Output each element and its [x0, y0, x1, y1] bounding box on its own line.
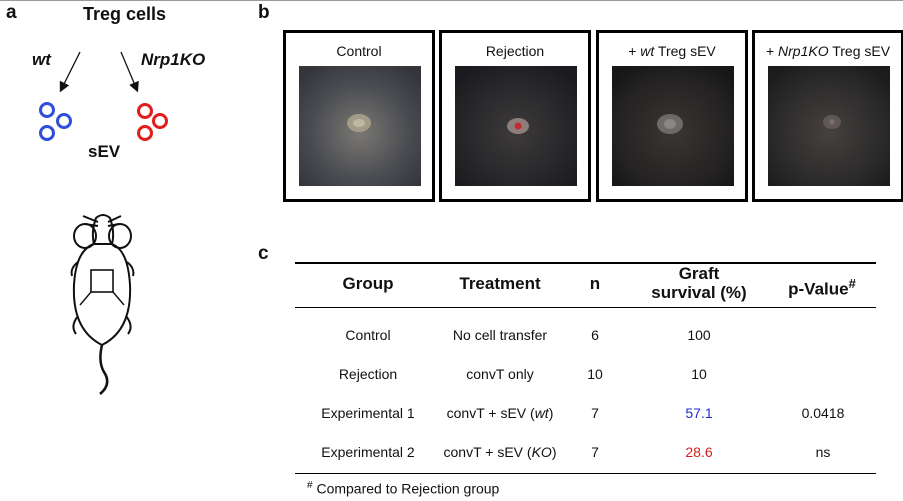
- cell-survival-wt: 57.1: [685, 405, 713, 421]
- photo-panel-control: Control: [283, 30, 435, 202]
- cell-treatment: No cell transfer: [430, 327, 570, 343]
- wt-sev-circles: [39, 102, 72, 141]
- cell-group: Experimental 1: [321, 405, 415, 421]
- cell-survival-ko: 28.6: [685, 444, 713, 460]
- schematic-drawing: [39, 51, 168, 395]
- footnote-text: Compared to Rejection group: [312, 480, 500, 497]
- cell-treatment: convT + sEV (wt): [430, 405, 570, 421]
- cell-n: 7: [591, 444, 599, 460]
- header-pvalue-sup: #: [848, 276, 856, 291]
- cell-n: 10: [587, 366, 603, 382]
- panel-label-c: c: [258, 243, 269, 264]
- sev-label: sEV: [88, 142, 121, 161]
- header-graft-line1: Graft: [678, 264, 720, 283]
- graft-photo-control: [299, 66, 421, 186]
- treatment-italic: wt: [534, 405, 549, 421]
- photo-panel-rejection: Rejection: [439, 30, 591, 202]
- cell-survival: 100: [687, 327, 711, 343]
- panel-label-b: b: [258, 2, 270, 23]
- panel-label-a: a: [6, 2, 17, 23]
- graft-photo-nrp1ko-treg-sev: [768, 66, 890, 186]
- graft-photo-wt-treg-sev: [612, 66, 734, 186]
- header-group: Group: [342, 274, 394, 293]
- treatment-end: ): [551, 444, 557, 460]
- table-footnote: # Compared to Rejection group: [307, 480, 499, 497]
- nrp1ko-label: Nrp1KO: [141, 50, 206, 69]
- cell-survival: 10: [691, 366, 707, 382]
- cell-pvalue: 0.0418: [801, 405, 845, 421]
- photo-title-prefix: +: [628, 43, 641, 59]
- header-graft-line2: survival (%): [651, 283, 747, 302]
- wt-label: wt: [32, 50, 51, 69]
- treatment-text: convT only: [466, 366, 534, 382]
- cell-treatment: convT only: [430, 366, 570, 382]
- photo-title-suffix: Treg sEV: [828, 43, 891, 59]
- footnote-mark: #: [307, 480, 313, 491]
- cell-pvalue: ns: [815, 444, 831, 460]
- header-pvalue: p-Value#: [768, 274, 876, 299]
- photo-title-nrp1ko-treg-sev: + Nrp1KO Treg sEV: [755, 43, 901, 59]
- cell-n: 6: [591, 327, 599, 343]
- treatment-text: convT + sEV (: [446, 405, 535, 421]
- table-bottom-rule: [295, 473, 876, 474]
- cell-group: Control: [345, 327, 391, 343]
- photo-title-prefix: +: [765, 43, 779, 59]
- cell-group: Rejection: [338, 366, 398, 382]
- photo-panel-nrp1ko-treg-sev: + Nrp1KO Treg sEV: [752, 30, 903, 202]
- ko-sev-circles: [137, 103, 168, 141]
- cell-treatment: convT + sEV (KO): [430, 444, 570, 460]
- arrow-to-ko: [120, 51, 139, 93]
- cell-group: Experimental 2: [321, 444, 415, 460]
- table-top-rule: [295, 262, 876, 264]
- header-treatment: Treatment: [459, 274, 541, 293]
- photo-title-suffix: Treg sEV: [654, 43, 716, 59]
- photo-title-italic: Nrp1KO: [778, 43, 829, 59]
- table-header-rule: [295, 307, 876, 308]
- graft-photo-rejection: [455, 66, 577, 186]
- header-n: n: [589, 274, 601, 293]
- treg-cells-title: Treg cells: [83, 4, 167, 24]
- photo-title-control: Control: [336, 43, 382, 59]
- treatment-text: convT + sEV (: [443, 444, 532, 460]
- photo-title-wt-treg-sev: + wt Treg sEV: [599, 43, 745, 59]
- header-pvalue-text: p-Value: [788, 279, 849, 299]
- arrow-to-wt: [59, 51, 81, 93]
- treatment-text: No cell transfer: [452, 327, 548, 343]
- treatment-end: ): [548, 405, 554, 421]
- photo-panel-wt-treg-sev: + wt Treg sEV: [596, 30, 748, 202]
- photo-title-rejection: Rejection: [485, 43, 545, 59]
- treatment-italic: KO: [531, 444, 552, 460]
- mouse-drawing: [70, 214, 135, 395]
- top-rule: [0, 0, 903, 1]
- photo-title-italic: wt: [640, 43, 655, 59]
- cell-n: 7: [591, 405, 599, 421]
